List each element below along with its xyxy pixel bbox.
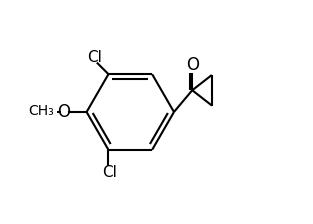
Text: Cl: Cl <box>87 50 102 65</box>
Text: O: O <box>58 103 71 121</box>
Text: O: O <box>186 56 199 74</box>
Text: Cl: Cl <box>102 165 117 180</box>
Text: CH₃: CH₃ <box>28 104 54 118</box>
